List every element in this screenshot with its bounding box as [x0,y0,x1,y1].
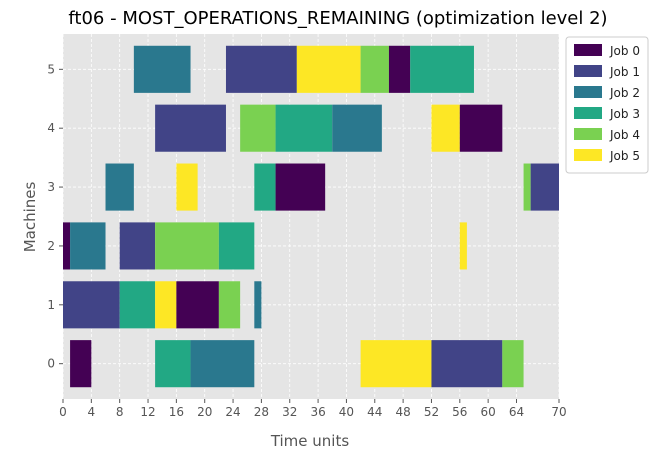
legend-label: Job 2 [609,86,640,100]
x-tick-label: 40 [339,405,354,419]
task-bar-machine-2-job-4 [155,222,219,270]
y-tick-label: 0 [47,357,55,371]
task-bar-machine-2-job-3 [218,222,255,270]
task-bar-machine-4-job-2 [332,104,382,152]
task-bar-machine-0-job-2 [190,340,255,388]
task-bar-machine-2-job-5 [459,222,467,270]
y-axis-label: Machines [21,182,39,253]
task-bar-machine-0-job-4 [502,340,524,388]
x-tick-label: 0 [59,405,67,419]
y-tick-label: 2 [47,239,55,253]
task-bar-machine-1-job-5 [155,281,177,329]
x-tick-label: 44 [367,405,382,419]
x-tick-label: 16 [169,405,184,419]
task-bar-machine-3-job-3 [254,163,276,211]
task-bar-machine-1-job-2 [254,281,262,329]
y-axis-ticks: 0 1 2 3 4 5 [47,62,63,371]
task-bar-machine-2-job-2 [70,222,106,270]
task-bar-machine-4-job-5 [431,104,460,152]
task-bar-machine-3-job-1 [530,163,559,211]
x-tick-label: 48 [395,405,410,419]
legend-label: Job 0 [609,44,640,58]
x-tick-label: 52 [424,405,439,419]
x-tick-label: 12 [140,405,155,419]
task-bar-machine-3-job-4 [523,163,531,211]
legend: Job 0 Job 1 Job 2 Job 3 Job 4 Job 5 [565,36,649,174]
task-bar-machine-4-job-4 [240,104,276,152]
chart-title: ft06 - MOST_OPERATIONS_REMAINING (optimi… [68,8,607,29]
task-bar-machine-4-job-0 [459,104,503,152]
task-bar-machine-2-job-1 [119,222,156,270]
x-tick-label: 4 [88,405,96,419]
task-bar-machine-5-job-4 [360,45,389,93]
task-bar-machine-1-job-4 [218,281,241,329]
legend-swatch [574,65,602,77]
x-tick-label: 70 [551,405,566,419]
legend-swatch [574,128,602,140]
x-tick-label: 8 [116,405,124,419]
task-bar-machine-5-job-2 [133,45,191,93]
legend-label: Job 5 [609,149,640,163]
task-bar-machine-5-job-3 [410,45,474,93]
legend-label: Job 1 [609,65,640,79]
legend-swatch [574,149,602,161]
task-bars [63,45,559,388]
y-tick-label: 1 [47,298,55,312]
task-bar-machine-1-job-1 [63,281,120,329]
x-tick-label: 36 [310,405,325,419]
x-tick-label: 24 [225,405,240,419]
task-bar-machine-4-job-1 [155,104,226,152]
x-tick-label: 64 [509,405,524,419]
task-bar-machine-0-job-3 [155,340,191,388]
task-bar-machine-0-job-0 [70,340,92,388]
x-axis-label: Time units [270,432,350,450]
x-tick-label: 60 [481,405,496,419]
task-bar-machine-1-job-3 [119,281,156,329]
task-bar-machine-5-job-1 [225,45,297,93]
legend-swatch [574,107,602,119]
y-tick-label: 4 [47,121,55,135]
x-axis-ticks: 0 4 8 12 16 20 24 28 32 36 40 44 48 52 56 60 64 70 [59,399,567,419]
legend-label: Job 4 [609,128,640,142]
task-bar-machine-4-job-3 [275,104,333,152]
task-bar-machine-0-job-1 [431,340,503,388]
task-bar-machine-3-job-0 [275,163,326,211]
task-bar-machine-3-job-2 [105,163,134,211]
x-tick-label: 32 [282,405,297,419]
task-bar-machine-2-job-0 [63,222,71,270]
x-tick-label: 28 [254,405,269,419]
task-bar-machine-5-job-5 [296,45,361,93]
x-tick-label: 56 [452,405,467,419]
x-tick-label: 20 [197,405,212,419]
legend-label: Job 3 [609,107,640,121]
legend-swatch [574,86,602,98]
plot-area [63,34,559,399]
y-tick-label: 3 [47,180,55,194]
legend-swatch [574,44,602,56]
task-bar-machine-5-job-0 [388,45,411,93]
y-tick-label: 5 [47,62,55,76]
task-bar-machine-0-job-5 [360,340,432,388]
task-bar-machine-1-job-0 [176,281,219,329]
task-bar-machine-3-job-5 [176,163,198,211]
